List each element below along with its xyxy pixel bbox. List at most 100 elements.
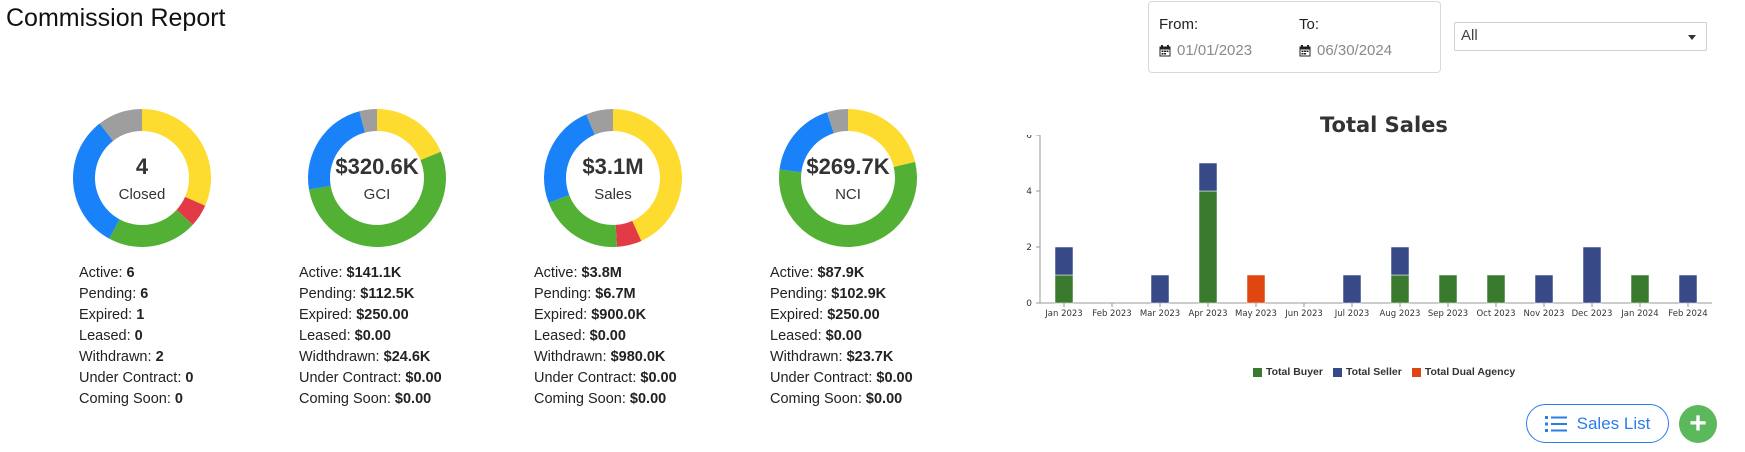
donut-segment bbox=[779, 161, 917, 247]
x-tick-label: Apr 2023 bbox=[1188, 309, 1227, 319]
stat-row: Expired: $250.00 bbox=[770, 307, 880, 323]
from-date-input[interactable]: 01/01/2023 bbox=[1159, 42, 1252, 59]
sales-list-label: Sales List bbox=[1576, 413, 1651, 433]
y-tick-label: 4 bbox=[1026, 187, 1032, 197]
stat-row: Pending: $102.9K bbox=[770, 286, 887, 302]
bar-segment bbox=[1342, 274, 1362, 304]
bar-segment bbox=[1150, 274, 1170, 304]
stat-row: Under Contract: $0.00 bbox=[299, 370, 442, 386]
stat-row: Withdrawn: $23.7K bbox=[770, 349, 894, 365]
from-label: From: bbox=[1159, 16, 1199, 33]
donut-segment bbox=[827, 109, 848, 134]
donut-label: Sales bbox=[594, 185, 632, 203]
x-tick-label: Jul 2023 bbox=[1334, 309, 1370, 319]
donut-label: Closed bbox=[118, 185, 166, 203]
sales-list-button[interactable]: Sales List bbox=[1526, 404, 1669, 443]
donut-segment bbox=[377, 109, 441, 161]
stat-row: Active: $3.8M bbox=[534, 265, 622, 281]
bar-segment bbox=[1534, 274, 1554, 304]
stats-closed: Active: 6 Pending: 6 Expired: 1 Leased: … bbox=[79, 263, 193, 410]
donut-value: $320.6K bbox=[335, 153, 419, 179]
donut-segment bbox=[73, 123, 120, 239]
add-button[interactable]: + bbox=[1679, 405, 1717, 443]
to-label: To: bbox=[1299, 16, 1320, 33]
stat-row: Under Contract: $0.00 bbox=[534, 370, 677, 386]
bar-segment bbox=[1438, 274, 1458, 304]
total-sales-chart: 0 2 4 6 Jan 2023 Feb 2023 Mar 2023 Apr 2023 May … bbox=[1026, 135, 1712, 319]
stat-row: Coming Soon: $0.00 bbox=[299, 391, 432, 407]
stat-row: Expired: $250.00 bbox=[299, 307, 409, 323]
legend-label: Total Buyer bbox=[1266, 366, 1323, 378]
donut-label: GCI bbox=[363, 185, 391, 203]
bar-segment bbox=[1486, 274, 1506, 304]
stats-gci: Active: $141.1K Pending: $112.5K Expired… bbox=[299, 263, 442, 410]
stat-row: Expired: $900.0K bbox=[534, 307, 647, 323]
bar-segment bbox=[1054, 246, 1074, 276]
x-tick-label: Sep 2023 bbox=[1428, 309, 1468, 319]
y-tick-label: 0 bbox=[1026, 299, 1032, 309]
list-icon bbox=[1544, 415, 1567, 432]
x-tick-label: Nov 2023 bbox=[1524, 309, 1565, 319]
donut-segment bbox=[176, 196, 206, 225]
donut-value: $269.7K bbox=[806, 153, 890, 179]
x-tick-label: Jan 2023 bbox=[1044, 309, 1082, 319]
x-tick-label: Dec 2023 bbox=[1572, 309, 1613, 319]
donut-segment bbox=[359, 109, 377, 133]
donut-segment bbox=[548, 194, 617, 247]
stat-row: Leased: $0.00 bbox=[770, 328, 862, 344]
stat-row: Pending: $6.7M bbox=[534, 286, 636, 302]
stat-row: Active: 6 bbox=[79, 265, 135, 281]
legend-item[interactable]: Total Dual Agency bbox=[1411, 366, 1515, 378]
to-date-input[interactable]: 06/30/2024 bbox=[1299, 42, 1392, 59]
stats-sales: Active: $3.8M Pending: $6.7M Expired: $9… bbox=[534, 263, 677, 410]
donut-value: 4 bbox=[135, 153, 149, 179]
legend-swatch bbox=[1332, 367, 1342, 377]
donut-chart bbox=[308, 109, 446, 248]
stat-row: Active: $87.9K bbox=[770, 265, 865, 281]
donut-chart bbox=[73, 109, 211, 247]
donut-chart bbox=[544, 109, 682, 247]
stat-row: Leased: $0.00 bbox=[534, 328, 626, 344]
donut-segment bbox=[586, 109, 613, 135]
from-date-value: 01/01/2023 bbox=[1177, 42, 1253, 59]
x-tick-label: Oct 2023 bbox=[1476, 309, 1515, 319]
to-date-value: 06/30/2024 bbox=[1317, 42, 1393, 59]
x-tick-label: Feb 2024 bbox=[1668, 309, 1707, 319]
stat-row: Coming Soon: $0.00 bbox=[770, 391, 903, 407]
bar-segment bbox=[1246, 274, 1266, 304]
x-tick-label: May 2023 bbox=[1235, 309, 1277, 319]
donut-segment bbox=[779, 112, 834, 173]
donut-sales: $3.1M Sales bbox=[535, 100, 691, 256]
legend-item[interactable]: Total Seller bbox=[1332, 366, 1402, 378]
stat-row: Withdrawn: 2 bbox=[79, 349, 164, 365]
x-tick-label: Feb 2023 bbox=[1092, 309, 1131, 319]
agent-select[interactable]: All bbox=[1454, 22, 1707, 51]
bar-segment bbox=[1198, 190, 1218, 304]
donut-segment bbox=[615, 220, 642, 247]
bar-segment bbox=[1630, 274, 1650, 304]
stat-row: Leased: $0.00 bbox=[299, 328, 391, 344]
donut-closed: 4 Closed bbox=[64, 100, 220, 256]
x-tick-label: Mar 2023 bbox=[1140, 309, 1180, 319]
donut-segment bbox=[142, 109, 211, 206]
donut-segment bbox=[848, 109, 916, 168]
stat-row: Widthdrawn: $24.6K bbox=[299, 349, 431, 365]
bar-segment bbox=[1390, 246, 1410, 276]
bar-segment bbox=[1054, 274, 1074, 304]
y-tick-label: 6 bbox=[1026, 135, 1032, 141]
donut-label: NCI bbox=[835, 185, 861, 203]
stats-nci: Active: $87.9K Pending: $102.9K Expired:… bbox=[770, 263, 913, 410]
calendar-icon bbox=[1159, 44, 1171, 56]
x-tick-label: Jan 2024 bbox=[1620, 309, 1658, 319]
legend-item[interactable]: Total Buyer bbox=[1253, 366, 1323, 378]
stat-row: Coming Soon: 0 bbox=[79, 391, 183, 407]
bar-segment bbox=[1678, 274, 1698, 304]
chevron-down-icon bbox=[1688, 35, 1696, 40]
x-tick-label: Aug 2023 bbox=[1380, 309, 1421, 319]
donut-segment bbox=[613, 109, 682, 241]
y-tick-label: 2 bbox=[1026, 243, 1032, 253]
stat-row: Under Contract: 0 bbox=[79, 370, 194, 386]
donut-segment bbox=[109, 209, 193, 247]
donut-segment bbox=[308, 111, 366, 190]
calendar-icon bbox=[1299, 44, 1311, 56]
